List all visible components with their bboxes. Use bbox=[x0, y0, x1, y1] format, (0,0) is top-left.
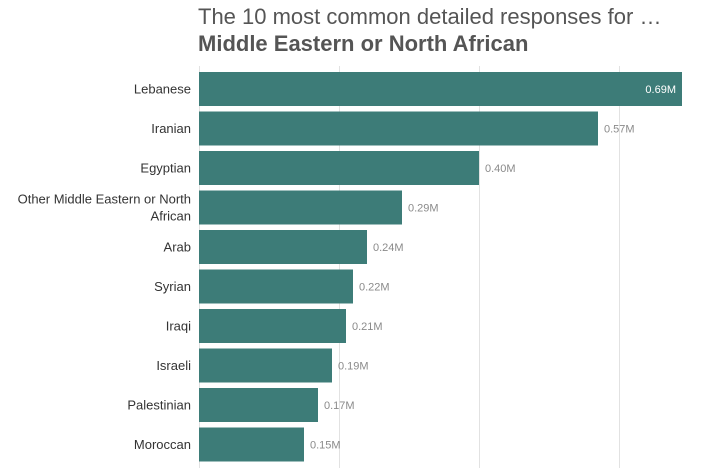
category-label: Moroccan bbox=[134, 437, 191, 452]
bar bbox=[199, 427, 304, 462]
category-label: Israeli bbox=[156, 358, 191, 373]
bar bbox=[199, 151, 479, 185]
category-label: Syrian bbox=[154, 279, 191, 294]
bar bbox=[199, 72, 682, 106]
bar bbox=[199, 348, 332, 383]
bar bbox=[199, 111, 598, 146]
category-label: Other Middle Eastern or North African bbox=[18, 192, 191, 224]
bar bbox=[199, 309, 346, 343]
value-label: 0.69M bbox=[645, 84, 676, 96]
chart-title-line-1: The 10 most common detailed responses fo… bbox=[198, 4, 662, 29]
bar bbox=[199, 190, 402, 225]
value-label: 0.17M bbox=[324, 400, 355, 412]
value-label: 0.19M bbox=[338, 361, 369, 373]
chart-title-line-2: Middle Eastern or North African bbox=[198, 31, 529, 56]
category-label: Egyptian bbox=[140, 161, 191, 176]
bar bbox=[199, 230, 367, 264]
bar bbox=[199, 269, 353, 304]
bar bbox=[199, 388, 318, 422]
category-label: Iraqi bbox=[166, 319, 191, 334]
value-label: 0.15M bbox=[310, 440, 341, 452]
category-label: Palestinian bbox=[127, 398, 191, 413]
value-label: 0.29M bbox=[408, 203, 439, 215]
category-label: Arab bbox=[164, 240, 191, 255]
category-label: Iranian bbox=[151, 121, 191, 136]
category-label: Lebanese bbox=[134, 82, 191, 97]
value-label: 0.40M bbox=[485, 163, 516, 175]
value-label: 0.57M bbox=[604, 124, 635, 136]
value-label: 0.22M bbox=[359, 282, 390, 294]
value-label: 0.21M bbox=[352, 321, 383, 333]
value-label: 0.24M bbox=[373, 242, 404, 254]
